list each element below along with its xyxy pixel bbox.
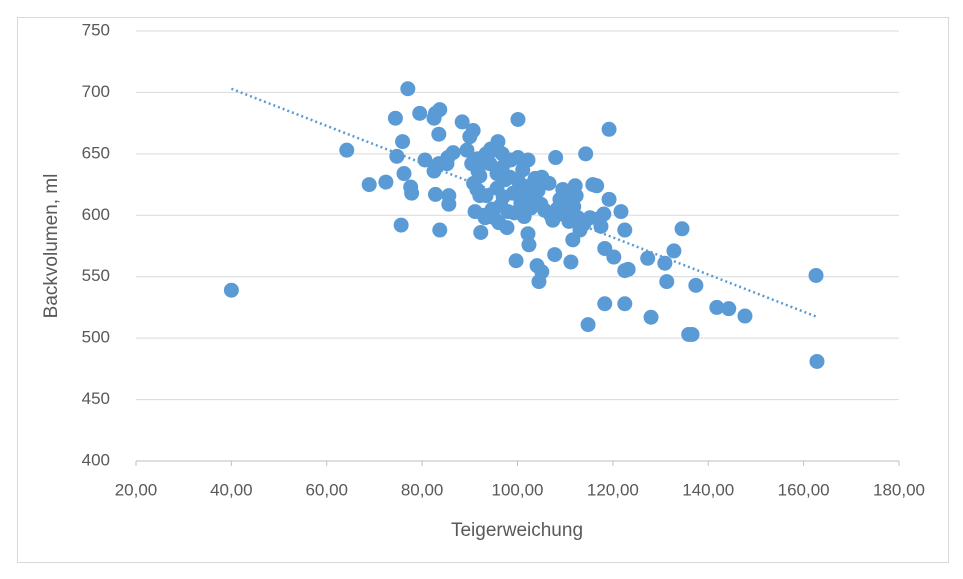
point	[547, 247, 563, 263]
point	[412, 105, 428, 121]
y-tick-label: 550	[82, 266, 110, 285]
point	[521, 237, 537, 253]
point	[465, 123, 481, 139]
point	[597, 296, 613, 312]
point	[490, 134, 506, 150]
point	[499, 220, 515, 236]
point	[666, 243, 682, 259]
point	[445, 145, 461, 161]
point	[613, 204, 629, 220]
point	[454, 114, 470, 130]
point	[808, 267, 824, 283]
point	[417, 152, 433, 168]
point	[674, 221, 690, 237]
point	[478, 188, 494, 204]
y-tick-label: 500	[82, 328, 110, 347]
point	[721, 301, 737, 317]
point	[688, 277, 704, 293]
point	[459, 142, 475, 158]
point	[530, 183, 546, 199]
point	[223, 282, 239, 298]
point	[378, 174, 394, 190]
point	[472, 168, 488, 184]
point	[541, 175, 557, 191]
point	[395, 134, 411, 150]
x-tick-label: 20,00	[115, 480, 158, 499]
point	[511, 174, 527, 190]
point	[659, 274, 675, 290]
x-tick-label: 60,00	[305, 480, 348, 499]
point	[684, 326, 700, 342]
point	[339, 142, 355, 158]
point	[534, 264, 550, 280]
point	[548, 150, 564, 166]
point	[520, 152, 536, 168]
point	[617, 296, 633, 312]
point	[393, 217, 409, 233]
point	[404, 185, 420, 201]
point	[427, 186, 443, 202]
point	[617, 222, 633, 238]
point	[809, 353, 825, 369]
point	[620, 261, 636, 277]
y-tick-label: 750	[82, 20, 110, 39]
point	[578, 146, 594, 162]
point	[520, 226, 536, 242]
point	[596, 206, 612, 222]
point	[441, 196, 457, 212]
x-tick-label: 120,00	[587, 480, 639, 499]
point	[563, 254, 579, 270]
point	[389, 148, 405, 164]
point	[709, 299, 725, 315]
x-tick-label: 100,00	[492, 480, 544, 499]
point	[580, 317, 596, 333]
y-tick-label: 650	[82, 143, 110, 162]
y-tick-label: 600	[82, 205, 110, 224]
point	[601, 121, 617, 137]
chart-border	[17, 17, 949, 563]
point	[473, 224, 489, 240]
x-tick-label: 160,00	[778, 480, 830, 499]
point	[555, 181, 571, 197]
y-tick-label: 700	[82, 82, 110, 101]
point	[432, 222, 448, 238]
point	[640, 250, 656, 266]
point	[510, 111, 526, 127]
x-axis-title: Teigerweichung	[451, 520, 583, 541]
point	[593, 218, 609, 234]
point	[508, 253, 524, 269]
x-tick-label: 40,00	[210, 480, 253, 499]
point	[432, 102, 448, 118]
point	[643, 309, 659, 325]
point	[606, 249, 622, 265]
point	[657, 255, 673, 271]
x-tick-label: 80,00	[401, 480, 444, 499]
x-tick-label: 140,00	[682, 480, 734, 499]
point	[568, 188, 584, 204]
point	[737, 308, 753, 324]
point	[601, 191, 617, 207]
point	[396, 166, 412, 182]
point	[589, 178, 605, 194]
point	[387, 110, 403, 126]
y-tick-label: 400	[82, 450, 110, 469]
y-axis-title: Backvolumen, ml	[41, 174, 62, 319]
x-tick-label: 180,00	[873, 480, 925, 499]
y-tick-label: 450	[82, 389, 110, 408]
point	[361, 177, 377, 193]
point	[431, 126, 447, 142]
point	[400, 81, 416, 97]
